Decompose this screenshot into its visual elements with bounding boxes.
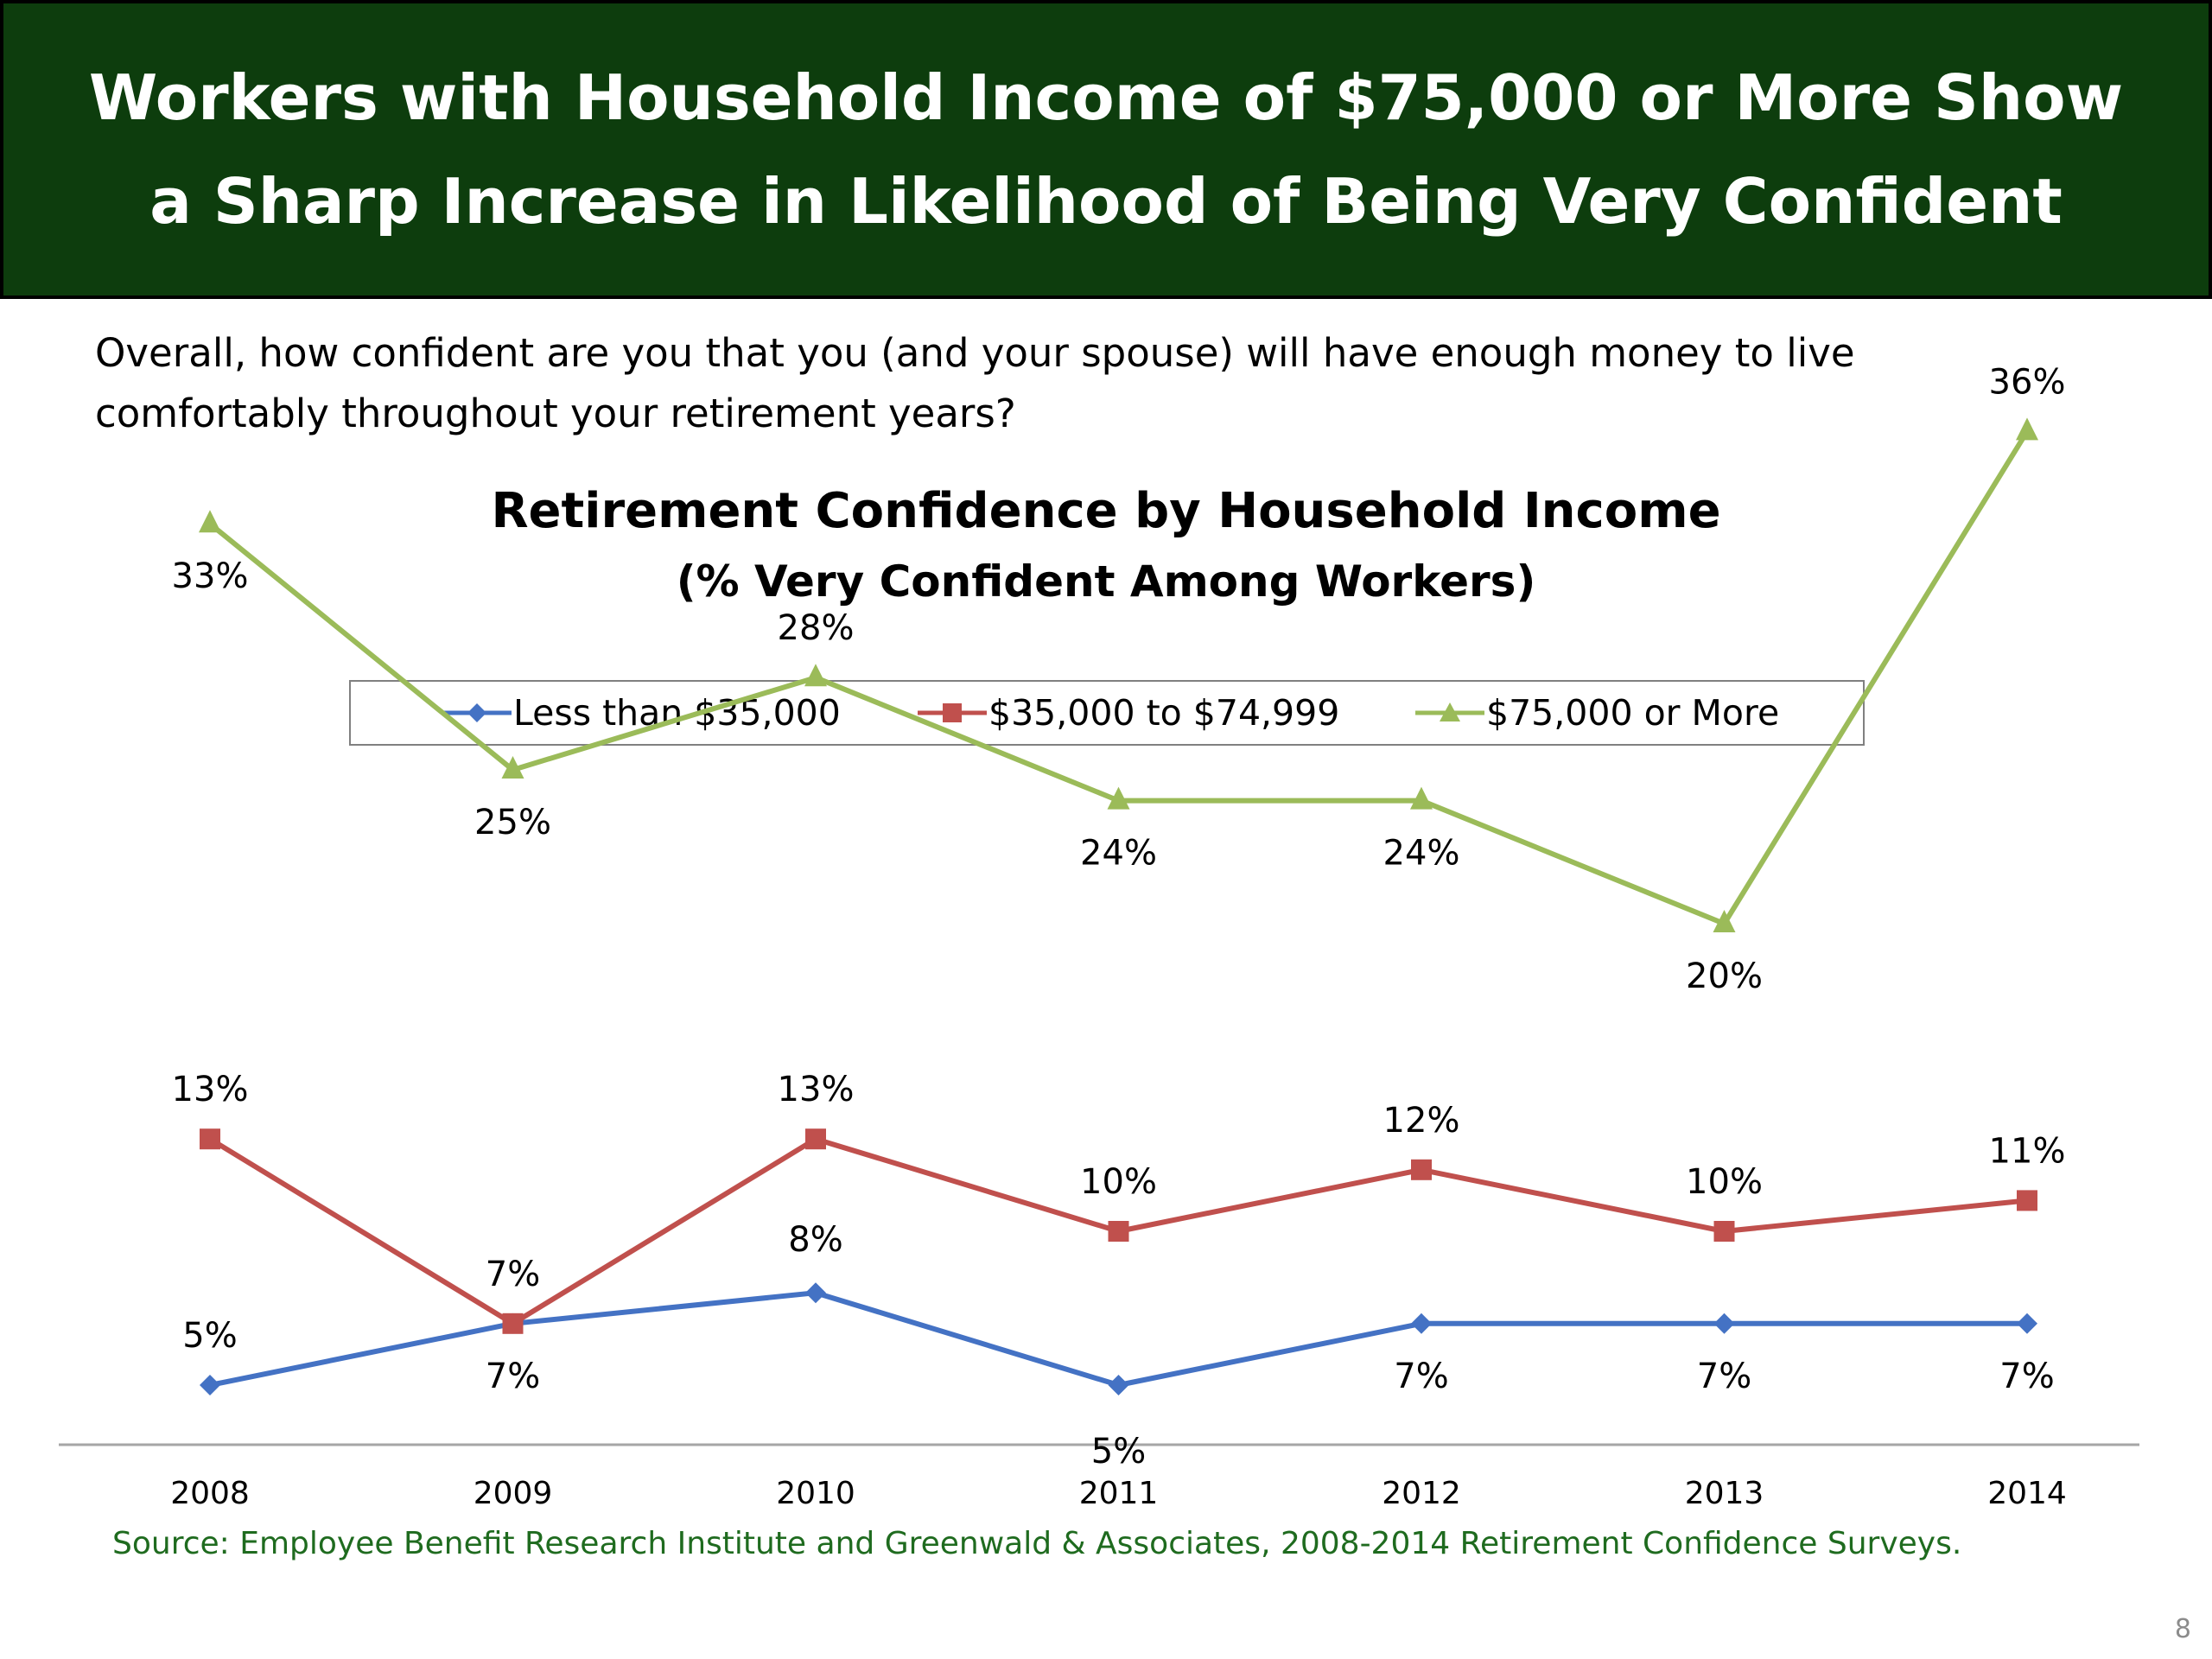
diamond-marker	[805, 1282, 826, 1304]
legend-label: $35,000 to $74,999	[988, 692, 1340, 734]
data-label: 28%	[778, 608, 855, 648]
data-label: 8%	[788, 1220, 842, 1260]
source-note: Source: Employee Benefit Research Instit…	[112, 1526, 1962, 1561]
legend-item-less-than-35000: Less than $35,000	[442, 682, 841, 744]
data-label: 25%	[474, 803, 551, 842]
square-marker	[2017, 1190, 2037, 1211]
slide-title-line-2: a Sharp Increase in Likelihood of Being …	[149, 165, 2063, 238]
data-label: 5%	[182, 1316, 237, 1356]
data-label: 7%	[1394, 1357, 1448, 1396]
square-marker	[1411, 1159, 1432, 1180]
chart-legend: Less than $35,000 $35,000 to $74,999 $75…	[349, 680, 1865, 746]
data-label: 7%	[486, 1255, 540, 1294]
x-tick-label: 2010	[776, 1476, 855, 1511]
data-label: 36%	[1989, 362, 2066, 402]
square-marker	[805, 1128, 826, 1150]
triangle-marker	[1410, 786, 1433, 810]
data-label: 10%	[1080, 1162, 1157, 1202]
triangle-marker	[2016, 417, 2038, 441]
chart-subtitle: (% Very Confident Among Workers)	[676, 556, 1536, 607]
data-label: 11%	[1989, 1131, 2066, 1171]
legend-item-35000-to-74999: $35,000 to $74,999	[918, 682, 1339, 744]
data-label: 5%	[1091, 1432, 1146, 1471]
square-marker	[200, 1128, 220, 1150]
legend-item-75000-or-more: $75,000 or More	[1415, 682, 1779, 744]
data-label: 10%	[1686, 1162, 1763, 1202]
legend-line-diamond-icon	[442, 703, 512, 722]
data-label: 13%	[172, 1070, 249, 1109]
data-label: 24%	[1080, 834, 1157, 874]
diamond-marker	[1713, 1313, 1735, 1334]
triangle-marker	[199, 510, 221, 533]
data-label: 12%	[1383, 1101, 1460, 1141]
x-tick-label: 2011	[1079, 1476, 1159, 1511]
x-tick-label: 2012	[1382, 1476, 1461, 1511]
data-label: 13%	[778, 1070, 855, 1109]
page-number: 8	[2174, 1614, 2191, 1644]
diamond-marker	[1411, 1313, 1432, 1334]
triangle-marker	[1713, 910, 1736, 932]
data-label: 24%	[1383, 834, 1460, 874]
data-label: 20%	[1686, 957, 1763, 996]
diamond-marker	[200, 1375, 220, 1395]
diamond-marker	[2017, 1313, 2037, 1334]
survey-question-line-1: Overall, how confident are you that you …	[95, 330, 1855, 376]
data-label: 7%	[1697, 1357, 1751, 1396]
square-marker	[1713, 1221, 1735, 1242]
triangle-marker	[1107, 786, 1130, 810]
legend-line-triangle-icon	[1415, 702, 1484, 721]
slide-title-line-1: Workers with Household Income of $75,000…	[88, 61, 2124, 134]
x-tick-label: 2008	[170, 1476, 250, 1511]
data-label: 7%	[486, 1357, 540, 1396]
legend-label: Less than $35,000	[513, 692, 841, 734]
diamond-marker	[1108, 1375, 1129, 1395]
legend-line-square-icon	[918, 703, 987, 722]
x-tick-label: 2009	[474, 1476, 553, 1511]
square-marker	[1108, 1221, 1129, 1242]
triangle-marker	[501, 756, 524, 779]
chart-title: Retirement Confidence by Household Incom…	[491, 483, 1721, 539]
triangle-marker	[804, 664, 827, 687]
data-label: 33%	[172, 556, 249, 596]
x-tick-label: 2013	[1685, 1476, 1764, 1511]
survey-question-line-2: comfortably throughout your retirement y…	[95, 391, 1016, 436]
title-banner: Workers with Household Income of $75,000…	[0, 0, 2212, 299]
square-marker	[502, 1313, 524, 1334]
data-label: 7%	[1999, 1357, 2054, 1396]
legend-label: $75,000 or More	[1486, 692, 1780, 734]
survey-question: Overall, how confident are you that you …	[95, 323, 2082, 444]
x-tick-label: 2014	[1987, 1476, 2067, 1511]
